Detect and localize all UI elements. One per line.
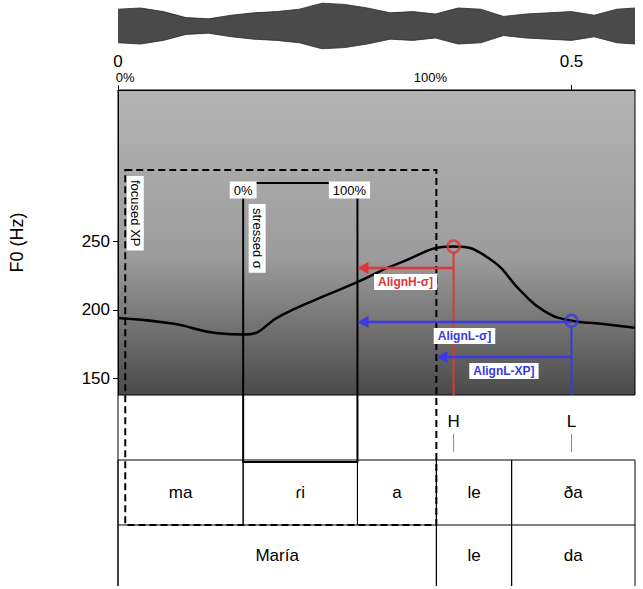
svg-text:focused XP: focused XP: [128, 180, 143, 247]
svg-text:0%: 0%: [234, 183, 253, 198]
svg-text:AlignL-XP]: AlignL-XP]: [473, 364, 534, 378]
svg-text:100%: 100%: [414, 70, 448, 85]
svg-text:0: 0: [113, 52, 122, 71]
svg-text:0%: 0%: [116, 70, 135, 85]
svg-text:100%: 100%: [333, 183, 367, 198]
svg-text:AlignH-σ]: AlignH-σ]: [378, 275, 433, 289]
svg-text:F0 (Hz): F0 (Hz): [7, 213, 27, 273]
svg-text:ɾi: ɾi: [296, 483, 305, 502]
svg-text:0.5: 0.5: [560, 52, 584, 71]
svg-text:200: 200: [82, 300, 110, 319]
svg-text:le: le: [467, 546, 480, 565]
svg-text:María: María: [255, 546, 299, 565]
svg-text:le: le: [467, 483, 480, 502]
svg-text:L: L: [567, 412, 576, 431]
svg-text:a: a: [392, 483, 402, 502]
svg-text:150: 150: [82, 369, 110, 388]
svg-text:ma: ma: [169, 483, 193, 502]
svg-text:250: 250: [82, 232, 110, 251]
svg-text:AlignL-σ]: AlignL-σ]: [438, 329, 492, 343]
svg-text:stressed σ: stressed σ: [250, 208, 265, 269]
svg-text:ða: ða: [564, 483, 583, 502]
svg-text:H: H: [447, 412, 459, 431]
svg-text:da: da: [564, 546, 583, 565]
